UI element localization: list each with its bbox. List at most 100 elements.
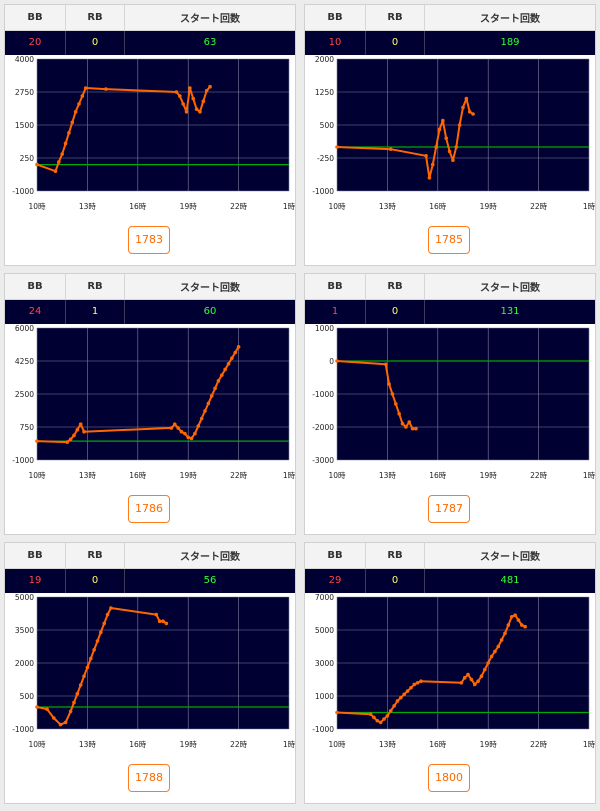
rb-header: RB <box>365 5 425 31</box>
data-point <box>236 345 241 349</box>
data-point <box>65 440 70 444</box>
data-point <box>72 700 76 705</box>
machine-number-button[interactable]: 1786 <box>128 495 170 523</box>
y-tick-label: 3500 <box>15 626 34 635</box>
data-point <box>184 110 189 114</box>
data-point <box>415 681 420 685</box>
data-point <box>368 712 373 716</box>
y-tick-label: 500 <box>320 121 335 130</box>
data-point <box>441 118 445 123</box>
x-tick-label: 13時 <box>379 471 397 480</box>
stats-table: BB RB スタート回数 19 0 56 <box>5 543 295 593</box>
y-tick-label: 250 <box>20 154 35 163</box>
x-tick-label: 10時 <box>328 740 346 749</box>
data-point <box>335 145 339 149</box>
data-point <box>83 86 88 90</box>
bb-header: BB <box>305 5 366 31</box>
bb-count: 24 <box>5 299 66 324</box>
data-point <box>35 439 39 443</box>
x-tick-label: 10時 <box>328 202 346 211</box>
data-point <box>390 392 395 396</box>
y-tick-label: 5000 <box>15 593 34 602</box>
x-tick-label: 1時 <box>283 471 296 480</box>
stats-header-row: BB RB スタート回数 <box>5 543 295 569</box>
data-point <box>176 426 180 430</box>
y-tick-label: -1000 <box>312 725 334 734</box>
machine-number-button[interactable]: 1783 <box>128 226 170 254</box>
data-point <box>447 149 452 154</box>
y-tick-label: 1000 <box>315 692 334 701</box>
series-line <box>36 607 167 726</box>
x-tick-label: 16時 <box>429 202 447 211</box>
data-point <box>73 110 78 114</box>
start-count-header: スタート回数 <box>124 543 295 569</box>
machine-card: BB RB スタート回数 1 0 131 1787 10時 13時 16時 19時 22時 1時 1000… <box>304 273 596 535</box>
data-point <box>520 623 524 627</box>
y-tick-label: -1000 <box>312 390 334 399</box>
data-point <box>523 624 527 629</box>
y-tick-label: -1000 <box>12 187 34 196</box>
data-point <box>503 631 507 636</box>
data-point <box>63 720 68 725</box>
data-point <box>400 421 405 426</box>
start-count-header: スタート回数 <box>424 543 595 569</box>
x-tick-label: 22時 <box>530 471 548 480</box>
y-tick-label: 2500 <box>15 390 34 399</box>
machine-number-button[interactable]: 1787 <box>428 495 470 523</box>
data-point <box>72 433 76 438</box>
data-point <box>157 619 162 623</box>
machine-number-button[interactable]: 1800 <box>428 764 470 792</box>
data-point <box>387 382 391 386</box>
data-point <box>414 426 418 431</box>
stats-header-row: BB RB スタート回数 <box>305 543 595 569</box>
x-tick-label: 10時 <box>28 471 46 480</box>
rb-header: RB <box>365 543 425 569</box>
data-point <box>434 145 438 149</box>
x-tick-label: 1時 <box>583 740 596 749</box>
data-point <box>407 420 412 424</box>
y-tick-label: 500 <box>20 692 35 701</box>
stats-header-row: BB RB スタート回数 <box>5 5 295 31</box>
data-point <box>405 689 410 693</box>
bb-header: BB <box>305 274 366 300</box>
data-point <box>104 87 108 91</box>
stats-value-row: 19 0 56 <box>5 568 295 593</box>
machine-number-button[interactable]: 1785 <box>428 226 470 254</box>
y-tick-label: 0 <box>329 357 334 366</box>
y-tick-label: -1000 <box>312 187 334 196</box>
data-point <box>230 356 234 360</box>
start-count-header: スタート回数 <box>124 274 295 300</box>
x-tick-label: 13時 <box>79 471 97 480</box>
x-tick-label: 22時 <box>230 740 248 749</box>
data-point <box>486 661 490 665</box>
machine-number-button[interactable]: 1788 <box>128 764 170 792</box>
data-point <box>437 127 442 132</box>
data-point <box>58 722 63 727</box>
data-point <box>226 362 231 366</box>
start-count: 131 <box>424 299 595 324</box>
start-count: 481 <box>424 568 595 593</box>
stats-value-row: 10 0 189 <box>305 30 595 55</box>
data-point <box>382 717 386 721</box>
y-tick-label: -1000 <box>12 456 34 465</box>
stats-header-row: BB RB スタート回数 <box>5 274 295 300</box>
data-point <box>154 612 159 617</box>
data-point <box>476 679 480 683</box>
data-point <box>99 630 103 634</box>
data-point <box>53 169 58 173</box>
data-point <box>220 373 224 377</box>
data-point <box>198 110 202 114</box>
rb-count: 0 <box>65 568 125 593</box>
data-point <box>174 90 179 94</box>
data-point <box>335 710 339 715</box>
rb-count: 0 <box>65 30 125 55</box>
data-point <box>516 618 521 622</box>
slump-chart: 10時 13時 16時 19時 22時 1時 1000 0 -1000 -2000 -3000 <box>312 324 595 480</box>
y-tick-label: 1500 <box>15 121 34 130</box>
data-point <box>203 409 207 413</box>
y-tick-label: -250 <box>317 154 334 163</box>
data-point <box>513 613 517 617</box>
rb-count: 0 <box>365 30 425 55</box>
x-tick-label: 1時 <box>283 202 296 211</box>
data-point <box>462 676 467 680</box>
